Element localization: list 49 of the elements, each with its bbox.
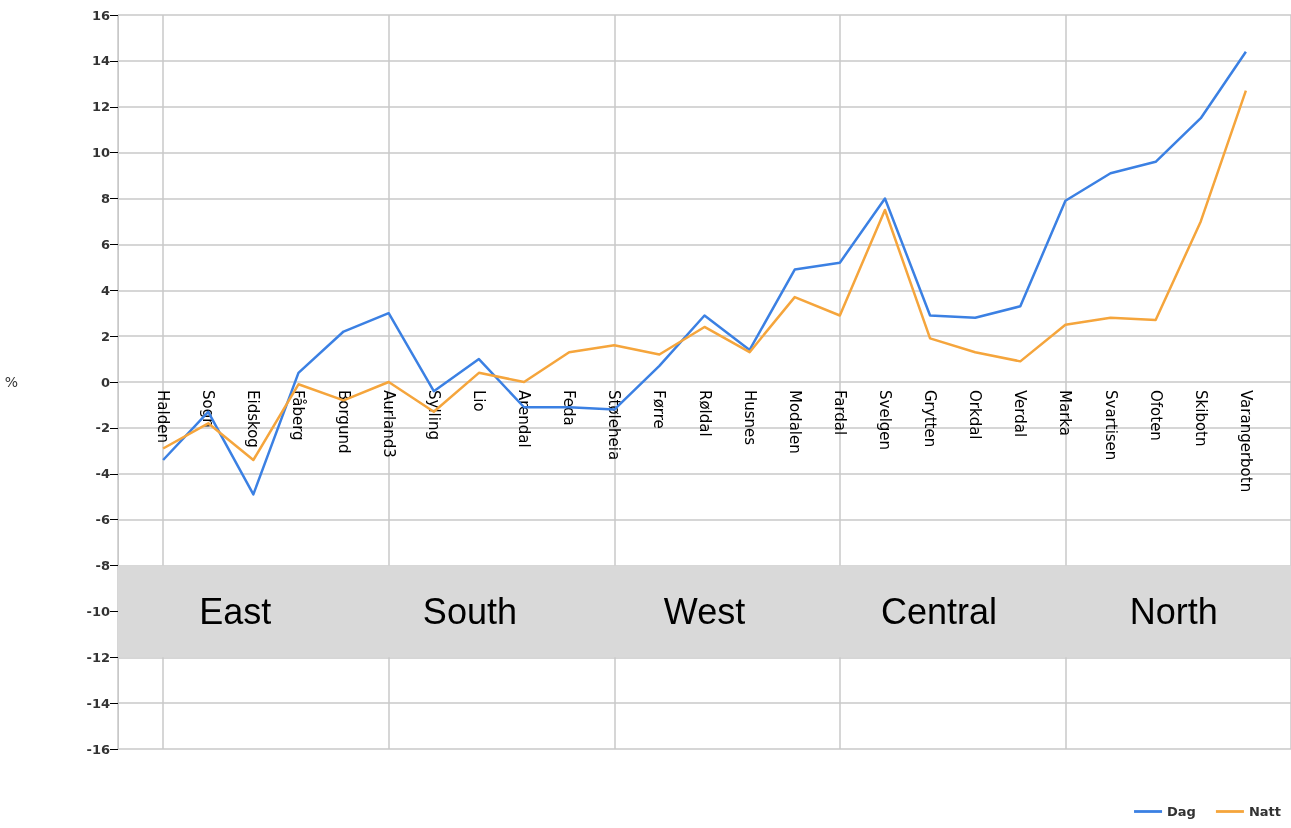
x-tick-label: Førre bbox=[650, 390, 669, 429]
x-tick-label: Eidskog bbox=[244, 390, 263, 448]
annotation: West bbox=[663, 590, 746, 632]
y-tick-label: -16 bbox=[86, 741, 110, 757]
x-tick-label: Fardal bbox=[830, 390, 849, 436]
x-tick-label: Arendal bbox=[515, 390, 534, 448]
y-tick-label: -6 bbox=[95, 512, 110, 528]
y-tick-label: 6 bbox=[100, 236, 110, 252]
x-tick-label: Verdal bbox=[1011, 390, 1030, 438]
x-tick-label: Feda bbox=[560, 390, 579, 426]
x-tick-label: Støleheia bbox=[605, 390, 624, 461]
x-tick-label: Røldal bbox=[695, 390, 714, 437]
x-tick-label: Grytten bbox=[921, 390, 940, 448]
x-tick-label: Svartisen bbox=[1101, 390, 1120, 461]
x-tick-label: Ofoten bbox=[1146, 390, 1165, 441]
x-tick-label: Modalen bbox=[785, 390, 804, 454]
x-tick-label: Varangerbotn bbox=[1236, 390, 1255, 493]
y-tick-label: -2 bbox=[95, 420, 110, 436]
x-tick-label: Husnes bbox=[740, 390, 759, 446]
x-tick-label: Skibotn bbox=[1191, 390, 1210, 447]
y-tick-label: -10 bbox=[86, 603, 110, 619]
annotation: East bbox=[199, 590, 272, 632]
y-tick-label: 4 bbox=[100, 282, 110, 298]
y-tick-label: -12 bbox=[86, 649, 110, 665]
y-tick-label: 0 bbox=[100, 374, 110, 390]
x-tick-label: Aurland3 bbox=[379, 390, 398, 458]
x-tick-label: Lio bbox=[469, 390, 488, 412]
y-tick-label: 2 bbox=[100, 328, 110, 344]
x-tick-label: Marka bbox=[1056, 390, 1075, 436]
legend-label: Natt bbox=[1248, 804, 1282, 819]
annotation: South bbox=[422, 590, 517, 632]
x-tick-label: Fåberg bbox=[289, 390, 308, 441]
x-tick-label: Svelgen bbox=[875, 390, 894, 451]
y-tick-label: 10 bbox=[91, 145, 110, 161]
x-tick-label: Sylling bbox=[424, 390, 443, 440]
annotation: Central bbox=[881, 590, 998, 632]
x-tick-label: Halden bbox=[154, 390, 173, 443]
x-tick-label: Orkdal bbox=[966, 390, 985, 440]
y-tick-label: 12 bbox=[91, 99, 110, 115]
x-tick-label: Borgund bbox=[334, 390, 353, 454]
y-tick-label: -8 bbox=[95, 558, 110, 573]
y-tick-label: 8 bbox=[100, 191, 110, 206]
legend-label: Dag bbox=[1167, 804, 1196, 819]
y-axis-title: % bbox=[4, 374, 18, 390]
y-tick-label: -4 bbox=[95, 466, 110, 482]
annotation: North bbox=[1129, 590, 1218, 632]
y-tick-label: -14 bbox=[86, 695, 110, 711]
y-tick-label: 14 bbox=[91, 53, 110, 69]
y-tick-label: 16 bbox=[91, 7, 110, 23]
